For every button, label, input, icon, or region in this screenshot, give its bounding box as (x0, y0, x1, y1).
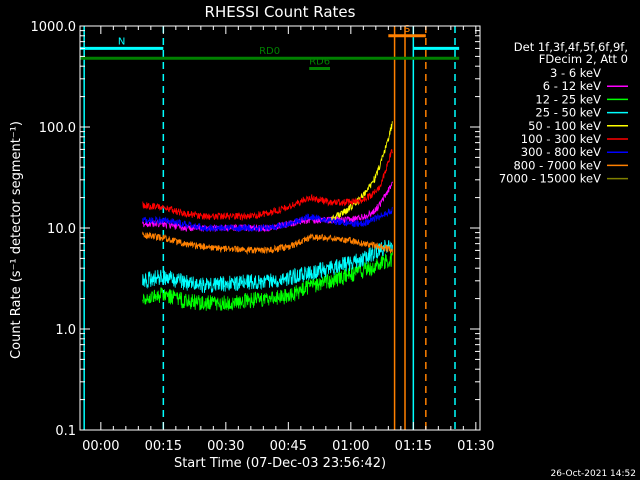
status-bar-label: N (118, 36, 125, 47)
legend-entry-label: 6 - 12 keV (543, 79, 601, 93)
y-axis-label: Count Rate (s⁻¹ detector segment⁻¹) (9, 121, 24, 359)
legend-header-line-2: FDecim 2, Att 0 (539, 52, 628, 66)
series-line-7 (142, 231, 393, 256)
series-line-6 (142, 206, 393, 232)
x-tick-label: 00:45 (270, 439, 307, 454)
legend-entry-label: 50 - 100 keV (528, 119, 601, 133)
legend-entry-label: 800 - 7000 keV (513, 158, 601, 172)
x-axis-label: Start Time (07-Dec-03 23:56:42) (174, 456, 386, 471)
axes: 00:00 00:15 00:30 00:45 01:00 01:15 01:30 0.1 1.… (31, 20, 495, 454)
status-bar-label: RD6 (309, 56, 330, 67)
x-tick-label: 01:15 (395, 439, 432, 454)
series-line-2 (142, 251, 393, 311)
status-bar-label: RD0 (259, 46, 280, 57)
y-tick-label: 1000.0 (31, 20, 77, 35)
series-line-5 (142, 149, 393, 222)
y-tick-label: 0.1 (55, 424, 76, 439)
status-bar-label: S (404, 24, 410, 35)
x-tick-label: 01:30 (457, 439, 494, 454)
legend: Det 1f,3f,4f,5f,6f,9f, FDecim 2, Att 0 3… (499, 40, 628, 186)
series-line-3 (142, 239, 393, 294)
legend-entry-label: 300 - 800 keV (521, 145, 601, 159)
legend-entry-label: 12 - 25 keV (535, 92, 601, 106)
legend-entry-label: 100 - 300 keV (521, 132, 601, 146)
plot-area: N RD0 RD6 S (80, 24, 460, 430)
y-tick-label: 10.0 (47, 222, 76, 237)
x-tick-label: 01:00 (332, 439, 369, 454)
footer-timestamp: 26-Oct-2021 14:52 (551, 469, 636, 479)
series-line-4 (329, 121, 393, 224)
chart-title: RHESSI Count Rates (205, 3, 356, 21)
legend-entry-label: 7000 - 15000 keV (499, 172, 601, 186)
legend-header-line-1: Det 1f,3f,4f,5f,6f,9f, (514, 40, 628, 54)
y-tick-label: 100.0 (39, 121, 76, 136)
legend-entry-label: 25 - 50 keV (535, 106, 601, 120)
x-tick-label: 00:30 (207, 439, 244, 454)
y-tick-label: 1.0 (55, 323, 76, 338)
x-tick-label: 00:00 (82, 439, 119, 454)
x-tick-label: 00:15 (145, 439, 182, 454)
legend-entry-label: 3 - 6 keV (550, 66, 601, 80)
